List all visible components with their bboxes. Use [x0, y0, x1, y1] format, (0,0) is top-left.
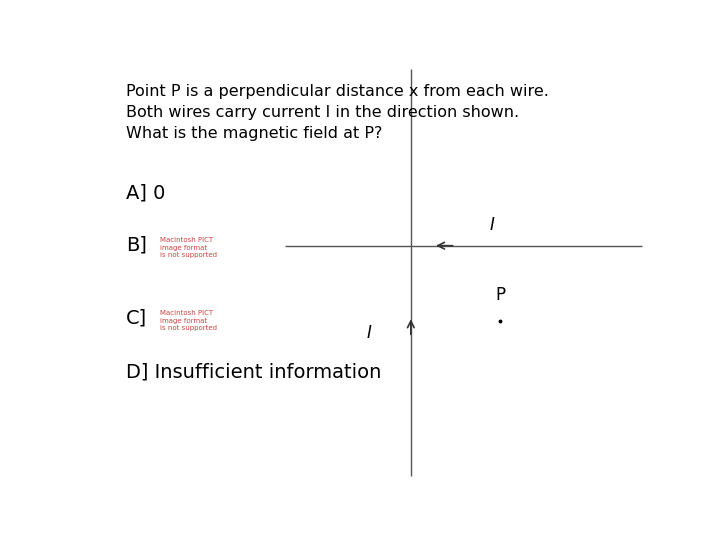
Text: Macintosh PICT
image format
is not supported: Macintosh PICT image format is not suppo… — [160, 310, 217, 331]
Text: $\it{I}$: $\it{I}$ — [366, 324, 372, 342]
Text: C]: C] — [126, 308, 148, 327]
Text: A] 0: A] 0 — [126, 183, 166, 202]
Text: $\it{I}$: $\it{I}$ — [489, 216, 495, 234]
Text: Macintosh PICT
image format
is not supported: Macintosh PICT image format is not suppo… — [160, 238, 217, 258]
Text: Point P is a perpendicular distance x from each wire.
Both wires carry current I: Point P is a perpendicular distance x fr… — [126, 84, 549, 140]
Text: D] Insufficient information: D] Insufficient information — [126, 362, 382, 381]
Text: B]: B] — [126, 235, 147, 254]
Text: P: P — [495, 286, 505, 304]
